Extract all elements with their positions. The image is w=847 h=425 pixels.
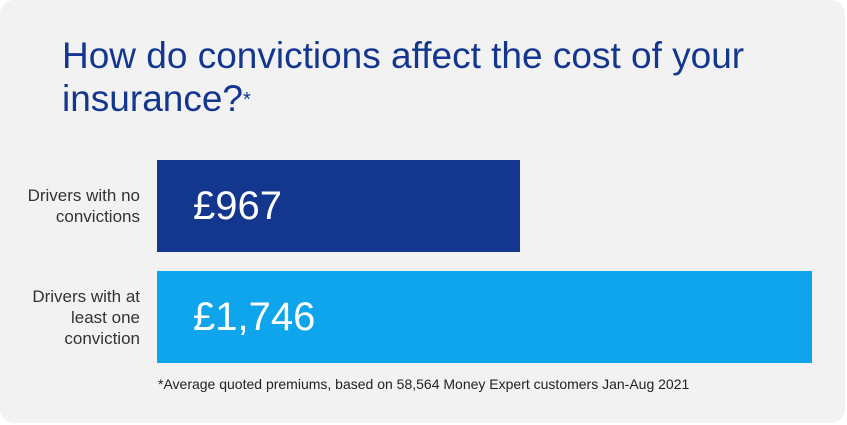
category-label: Drivers with no convictions: [27, 186, 140, 226]
value-label: £1,746: [193, 295, 316, 339]
chart-title: How do convictions affect the cost of yo…: [62, 34, 822, 120]
bar: [157, 160, 520, 252]
footnote: *Average quoted premiums, based on 58,56…: [158, 376, 690, 392]
bar: [157, 271, 812, 363]
value-label: £967: [193, 184, 282, 228]
title-footnote-mark: *: [243, 89, 251, 111]
category-label: Drivers with at least one conviction: [32, 286, 140, 348]
title-text: How do convictions affect the cost of yo…: [62, 35, 745, 119]
